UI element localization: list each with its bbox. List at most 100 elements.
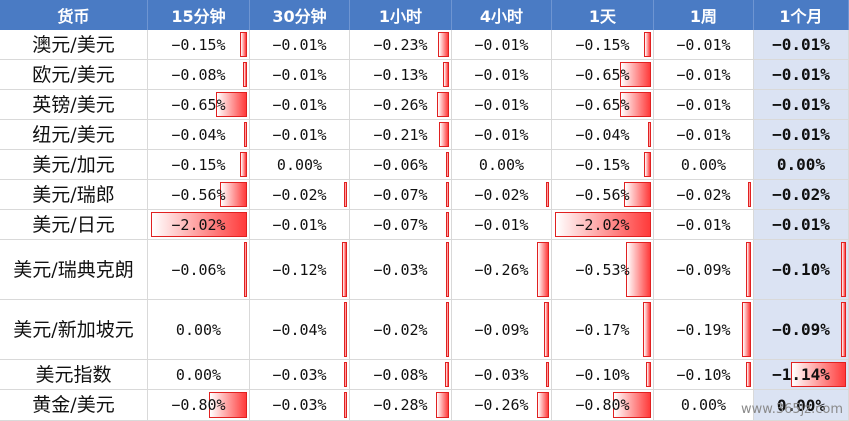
change-cell: −0.01% [754,210,849,240]
change-bar [791,362,846,387]
change-bar [537,242,549,297]
column-header: 4小时 [452,0,552,30]
change-cell: −0.02% [350,300,452,360]
change-cell: −0.01% [654,60,754,90]
change-cell: −0.10% [754,240,849,300]
change-value: −0.03% [373,260,428,279]
change-value: −0.01% [474,35,529,54]
change-value: −0.01% [772,65,830,84]
change-cell: −0.08% [350,360,452,390]
change-cell: −0.01% [250,30,350,60]
change-cell: −0.15% [552,150,654,180]
change-cell: −0.01% [452,210,552,240]
change-cell: −0.10% [654,360,754,390]
change-value: −0.15% [171,155,226,174]
change-value: −0.09% [772,320,830,339]
change-bar [446,152,449,177]
change-value: −0.80% [575,396,630,414]
change-cell: −0.04% [552,120,654,150]
change-bar [344,182,347,207]
column-header: 30分钟 [250,0,350,30]
column-header: 1小时 [350,0,452,30]
change-cell: −0.15% [148,150,250,180]
change-value: −0.03% [474,365,529,384]
change-bar [544,302,549,357]
change-value: 0.00% [776,395,826,415]
currency-pair-label: 澳元/美元 [0,30,148,60]
change-value: −0.01% [772,95,830,114]
currency-pair-label: 美元/新加坡元 [0,300,148,360]
change-bar [626,242,651,297]
change-value: −0.56% [171,185,226,204]
change-value: −0.01% [676,65,731,84]
change-cell: −0.80% [148,390,250,421]
change-bar [244,122,247,147]
change-cell: −0.06% [148,240,250,300]
change-cell: −1.14% [754,360,849,390]
change-cell: −0.01% [754,60,849,90]
change-bar [344,362,347,387]
column-header: 1个月 [754,0,849,30]
change-bar [742,302,751,357]
change-bar [546,182,549,207]
change-cell: −0.09% [754,300,849,360]
change-bar [446,302,449,357]
change-cell: −2.02% [148,210,250,240]
change-value: −0.02% [772,185,830,204]
change-value: −0.01% [272,35,327,54]
change-value: −0.01% [272,95,327,114]
change-value: −0.09% [474,320,529,339]
change-value: −0.06% [171,260,226,279]
change-value: −0.04% [272,320,327,339]
change-value: 0.00% [680,396,727,414]
change-cell: −0.21% [350,120,452,150]
change-bar [342,242,347,297]
change-cell: 0.00% [754,390,849,421]
change-bar [644,152,651,177]
change-value: −0.06% [373,155,428,174]
change-cell: −0.13% [350,60,452,90]
change-value: −0.01% [676,215,731,234]
change-bar [436,392,449,418]
change-value: −0.10% [676,365,731,384]
change-cell: −0.23% [350,30,452,60]
change-bar [646,362,651,387]
change-value: −0.04% [171,125,226,144]
change-cell: −0.12% [250,240,350,300]
change-value: −0.15% [575,155,630,174]
currency-pair-label: 美元/加元 [0,150,148,180]
change-cell: −0.02% [250,180,350,210]
change-cell: −0.65% [552,90,654,120]
change-cell: −0.56% [148,180,250,210]
change-value: −0.12% [272,260,327,279]
change-value: −0.01% [272,65,327,84]
change-cell: 0.00% [250,150,350,180]
change-bar [841,302,846,357]
change-bar [446,212,449,237]
change-value: −0.01% [772,35,830,54]
change-value: 0.00% [478,155,525,174]
change-value: −0.03% [272,396,327,414]
change-value: −0.01% [272,125,327,144]
change-value: −0.01% [474,125,529,144]
change-cell: 0.00% [654,390,754,421]
watermark-text: www.365jz.com [741,402,843,417]
change-value: −0.10% [575,365,630,384]
change-value: −0.01% [474,65,529,84]
change-value: 0.00% [175,320,222,339]
change-bar [546,362,549,387]
change-cell: −0.03% [350,240,452,300]
change-value: −0.01% [272,215,327,234]
change-cell: −0.01% [452,30,552,60]
change-value: −0.04% [575,125,630,144]
change-value: −0.07% [373,215,428,234]
change-value: −0.01% [474,215,529,234]
change-value: −1.14% [772,365,830,384]
change-bar [748,182,751,207]
change-bar [438,32,449,57]
change-cell: −0.26% [452,240,552,300]
change-value: −0.56% [575,185,630,204]
change-cell: −2.02% [552,210,654,240]
change-value: −0.01% [676,35,731,54]
change-value: −0.80% [171,396,226,414]
